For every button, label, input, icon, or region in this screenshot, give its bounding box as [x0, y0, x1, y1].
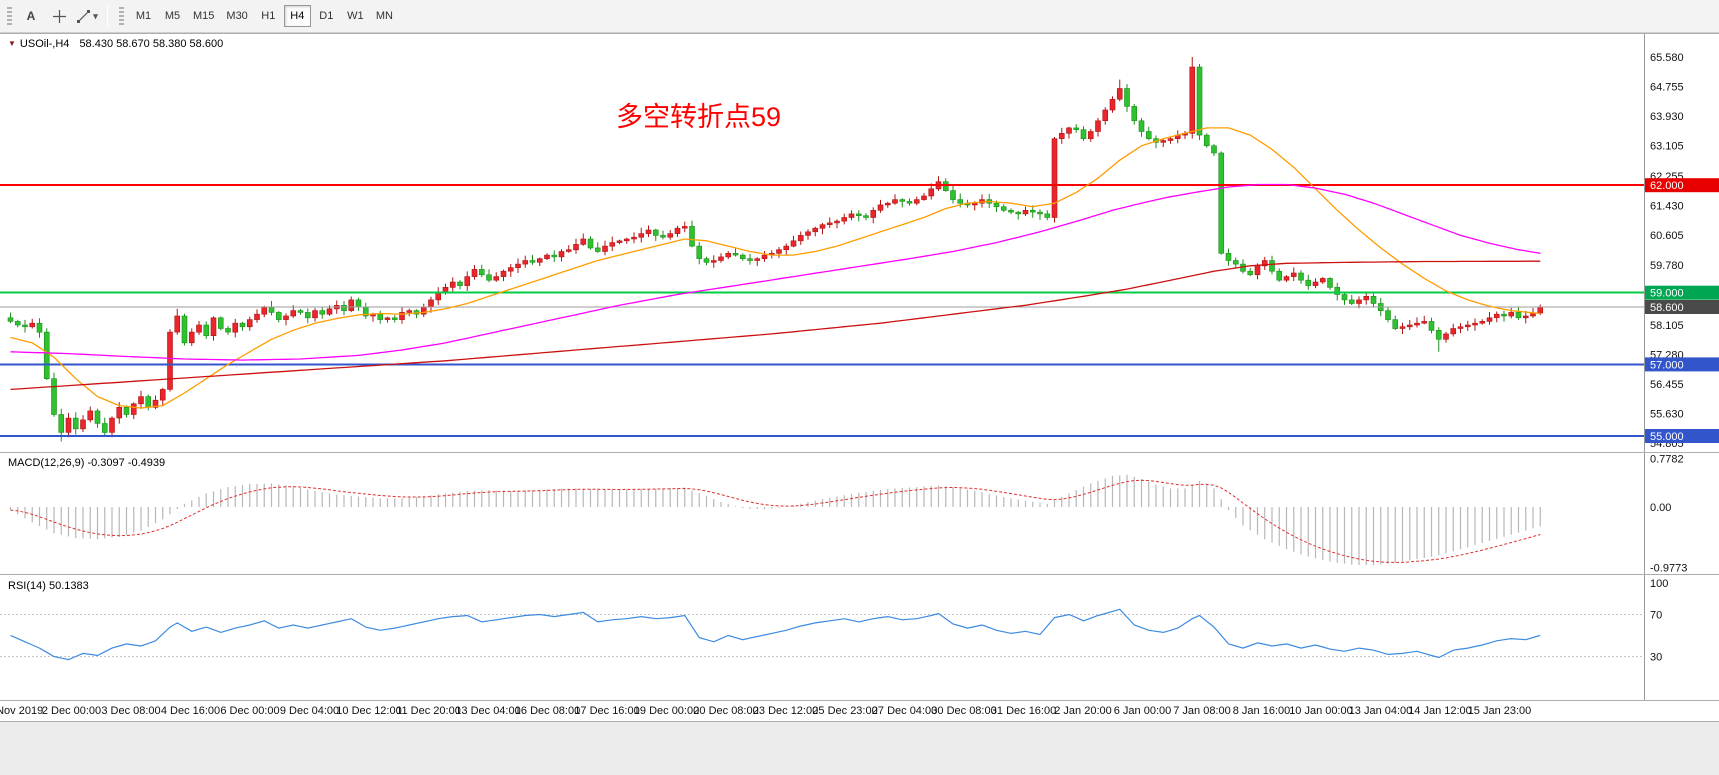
svg-text:56.455: 56.455 [1650, 379, 1684, 391]
svg-text:23 Dec 12:00: 23 Dec 12:00 [753, 705, 818, 717]
chart-canvas[interactable]: 65.58064.75563.93063.10562.25561.43060.6… [0, 33, 1719, 722]
svg-text:63.930: 63.930 [1650, 111, 1684, 123]
svg-text:59.780: 59.780 [1650, 260, 1684, 272]
svg-text:63.105: 63.105 [1650, 141, 1684, 153]
price-badge: 59.000 [1645, 285, 1719, 300]
horizontal-lines-layer[interactable] [0, 184, 1644, 438]
svg-text:30 Dec 08:00: 30 Dec 08:00 [931, 705, 996, 717]
svg-text:59.000: 59.000 [1650, 288, 1684, 300]
svg-text:27 Dec 04:00: 27 Dec 04:00 [872, 705, 937, 717]
symbol-period-label: USOil-,H4 [19, 38, 70, 50]
svg-text:6 Jan 00:00: 6 Jan 00:00 [1114, 705, 1172, 717]
svg-text:17 Dec 16:00: 17 Dec 16:00 [574, 705, 639, 717]
timeframe-m5-button[interactable]: M5 [159, 5, 186, 27]
svg-text:70: 70 [1650, 610, 1662, 622]
svg-text:13 Jan 04:00: 13 Jan 04:00 [1349, 705, 1413, 717]
toolbar-separator [107, 5, 108, 27]
ma-fast-orange [10, 127, 1541, 409]
svg-text:15 Jan 23:00: 15 Jan 23:00 [1468, 705, 1532, 717]
trendline-icon [77, 9, 91, 23]
svg-text:10 Jan 00:00: 10 Jan 00:00 [1289, 705, 1353, 717]
timeframe-m30-button[interactable]: M30 [221, 5, 252, 27]
svg-text:4 Dec 16:00: 4 Dec 16:00 [161, 705, 220, 717]
svg-text:3 Dec 08:00: 3 Dec 08:00 [101, 705, 160, 717]
svg-text:31 Dec 16:00: 31 Dec 16:00 [991, 705, 1056, 717]
svg-text:65.580: 65.580 [1650, 52, 1684, 64]
svg-text:61.430: 61.430 [1650, 201, 1684, 213]
line-studies-button[interactable]: ▾ [74, 4, 100, 28]
price-badge: 58.600 [1645, 300, 1719, 314]
svg-text:60.605: 60.605 [1650, 230, 1684, 242]
crosshair-icon [52, 9, 66, 23]
svg-text:0.7782: 0.7782 [1650, 454, 1684, 466]
timeframe-m1-button[interactable]: M1 [130, 5, 157, 27]
chevron-down-icon: ▾ [93, 10, 98, 21]
svg-text:28 Nov 2019: 28 Nov 2019 [0, 705, 43, 717]
ma-medium-magenta [10, 183, 1541, 361]
svg-text:11 Dec 20:00: 11 Dec 20:00 [396, 705, 461, 717]
candles-layer[interactable] [7, 57, 1544, 442]
svg-text:-0.9773: -0.9773 [1650, 563, 1687, 575]
svg-text:2 Jan 20:00: 2 Jan 20:00 [1054, 705, 1112, 717]
svg-text:8 Jan 16:00: 8 Jan 16:00 [1233, 705, 1291, 717]
svg-text:30: 30 [1650, 652, 1662, 664]
macd-panel[interactable]: 0.7782 0.00 -0.9773 [9, 454, 1688, 575]
svg-text:58.105: 58.105 [1650, 320, 1684, 332]
svg-text:57.000: 57.000 [1650, 359, 1684, 371]
symbol-dropdown-triangle-icon[interactable]: ▼ [8, 39, 16, 48]
toolbar-grip-handle[interactable] [7, 7, 12, 25]
svg-text:62.000: 62.000 [1650, 180, 1684, 192]
rsi-panel[interactable]: 100 70 30 [0, 578, 1668, 664]
svg-text:58.600: 58.600 [1650, 302, 1684, 314]
chart-title: ▼ USOil-,H4 58.430 58.670 58.380 58.600 [8, 38, 223, 50]
svg-text:20 Dec 08:00: 20 Dec 08:00 [693, 705, 758, 717]
timeframe-h4-button[interactable]: H4 [283, 5, 311, 27]
cursor-tool-button[interactable]: A [18, 4, 44, 28]
timeframe-d1-button[interactable]: D1 [313, 5, 340, 27]
chart-window[interactable]: 65.580 64.755 63.930 63.105 62.255 61.430 60.6… [0, 33, 1719, 722]
window-bottom-strip [0, 722, 1719, 775]
timeframe-mn-button[interactable]: MN [371, 5, 398, 27]
svg-text:55.630: 55.630 [1650, 408, 1684, 420]
svg-text:16 Dec 08:00: 16 Dec 08:00 [515, 705, 580, 717]
rsi-indicator-label: RSI(14) 50.1383 [8, 580, 89, 592]
svg-text:13 Dec 04:00: 13 Dec 04:00 [455, 705, 520, 717]
timeframe-h1-button[interactable]: H1 [255, 5, 282, 27]
timeframe-m15-button[interactable]: M15 [188, 5, 219, 27]
price-badge: 55.000 [1645, 429, 1719, 443]
ohlc-values-label: 58.430 58.670 58.380 58.600 [79, 38, 224, 50]
svg-text:14 Jan 12:00: 14 Jan 12:00 [1408, 705, 1472, 717]
macd-indicator-label: MACD(12,26,9) -0.3097 -0.4939 [8, 457, 166, 469]
cursor-tool-label: A [26, 9, 36, 23]
moving-averages-layer [10, 127, 1541, 409]
price-badge: 62.000 [1645, 178, 1719, 192]
svg-text:64.755: 64.755 [1650, 82, 1684, 94]
svg-text:2 Dec 00:00: 2 Dec 00:00 [42, 705, 101, 717]
svg-text:9 Dec 04:00: 9 Dec 04:00 [280, 705, 339, 717]
price-axis[interactable]: 65.58064.75563.93063.10562.25561.43060.6… [1644, 33, 1719, 701]
svg-text:19 Dec 00:00: 19 Dec 00:00 [634, 705, 699, 717]
svg-text:6 Dec 00:00: 6 Dec 00:00 [220, 705, 279, 717]
timeframe-w1-button[interactable]: W1 [342, 5, 369, 27]
svg-text:7 Jan 08:00: 7 Jan 08:00 [1173, 705, 1231, 717]
crosshair-tool-button[interactable] [46, 4, 72, 28]
svg-text:100: 100 [1650, 578, 1668, 590]
svg-text:25 Dec 23:00: 25 Dec 23:00 [812, 705, 877, 717]
price-badge: 57.000 [1645, 357, 1719, 372]
toolbar-grip-handle-2[interactable] [119, 7, 124, 25]
svg-text:10 Dec 12:00: 10 Dec 12:00 [336, 705, 401, 717]
svg-text:0.00: 0.00 [1650, 502, 1671, 514]
chart-annotation-text: 多空转折点59 [616, 102, 782, 132]
panel-dividers[interactable] [0, 33, 1719, 722]
svg-text:55.000: 55.000 [1650, 431, 1684, 443]
main-toolbar: A ▾ M1 M5 M15 M30 H1 H4 D1 W1 MN [0, 0, 1719, 33]
ma-slow-red [10, 260, 1541, 391]
